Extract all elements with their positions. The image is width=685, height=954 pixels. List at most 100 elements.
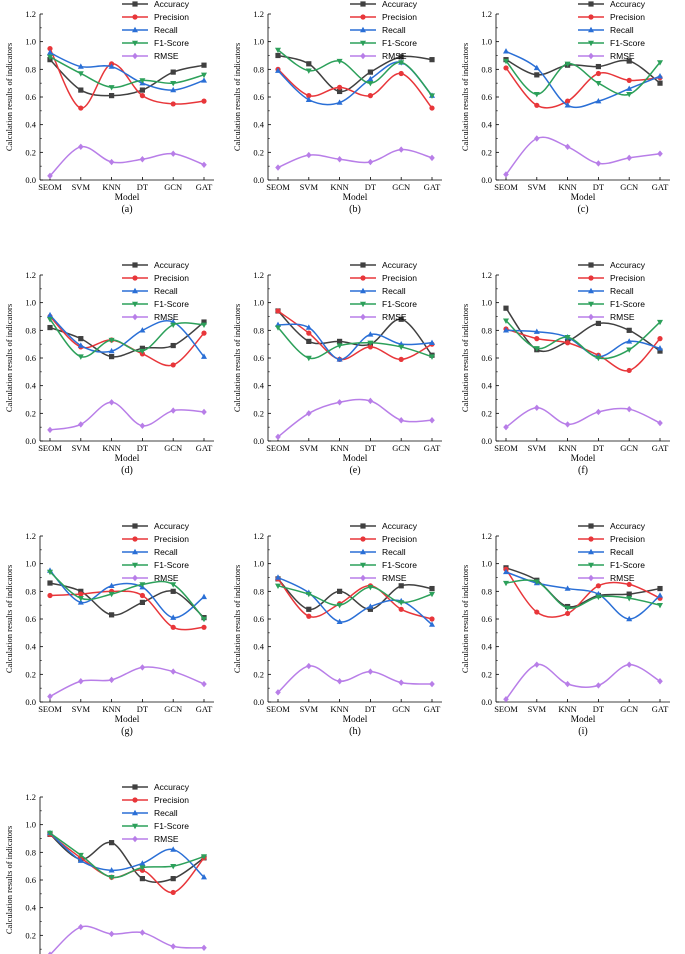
y-tick-label: 1.0	[481, 37, 492, 47]
legend-marker-precision	[588, 14, 594, 20]
data-point-recall	[367, 331, 374, 337]
data-point-f1-score	[77, 852, 84, 859]
data-point-precision	[398, 356, 404, 362]
data-point-precision	[139, 93, 145, 99]
series-line-recall	[49, 832, 205, 878]
legend-label-rmse: RMSE	[382, 312, 407, 322]
data-point-recall	[170, 846, 177, 852]
legend-marker-f1-score	[588, 301, 594, 308]
data-point-recall	[657, 592, 663, 598]
data-point-accuracy	[78, 87, 84, 93]
series-line-accuracy	[277, 578, 433, 611]
data-point-recall	[657, 345, 663, 351]
data-point-accuracy	[595, 63, 601, 70]
data-point-f1-score	[657, 602, 663, 609]
x-tick-label: GAT	[196, 443, 213, 453]
data-point-f1-score	[595, 594, 602, 601]
series-line-recall	[277, 61, 433, 106]
data-point-recall	[170, 86, 177, 93]
data-point-recall	[533, 64, 540, 71]
y-tick-label: 0.6	[481, 353, 492, 363]
legend-label-accuracy: Accuracy	[382, 260, 418, 270]
y-tick-label: 0.2	[481, 669, 492, 679]
data-point-recall	[533, 328, 540, 334]
legend-marker-f1-score	[360, 40, 366, 47]
data-point-recall	[139, 860, 146, 866]
y-tick-label: 0.4	[25, 381, 36, 391]
data-point-accuracy	[201, 319, 207, 325]
legend-label-f1-score: F1-Score	[610, 560, 645, 570]
y-tick-label: 0.2	[25, 669, 36, 679]
x-tick-label: SVM	[300, 443, 319, 453]
x-tick-label: SVM	[528, 704, 547, 714]
x-tick-label: SEOM	[38, 704, 62, 714]
data-point-rmse	[398, 146, 404, 153]
legend-marker-rmse	[360, 574, 366, 582]
legend-marker-accuracy	[360, 523, 366, 529]
legend-marker-precision	[132, 275, 138, 281]
data-point-accuracy	[306, 338, 312, 344]
data-point-accuracy	[337, 88, 343, 95]
y-tick-label: 0.0	[253, 436, 264, 446]
y-tick-label: 1.0	[481, 559, 492, 569]
data-point-accuracy	[275, 52, 281, 59]
legend-label-recall: Recall	[154, 808, 178, 818]
chart-panel-h: 0.0 0.2 0.4 0.6 0.8 1.0 1.2 SEOM SVM KNN DT GCN GAT M…	[232, 521, 442, 737]
data-point-rmse	[657, 150, 663, 157]
data-point-accuracy	[367, 69, 373, 75]
legend-marker-f1-score	[360, 301, 366, 308]
x-tick-label: GCN	[392, 182, 410, 192]
series-line-rmse	[49, 925, 205, 954]
x-axis-title: Model	[571, 454, 596, 464]
data-point-f1-score	[139, 78, 146, 84]
data-point-f1-score	[595, 355, 602, 362]
x-tick-label: GCN	[392, 704, 410, 714]
data-point-rmse	[429, 417, 435, 424]
y-tick-label: 0.2	[25, 147, 36, 157]
chart-panel-j: 0.00.20.40.60.81.01.2SEOMSVMKNNDTGCNGATM…	[4, 782, 207, 954]
legend-marker-recall	[132, 548, 138, 555]
x-tick-label: DT	[137, 443, 149, 453]
data-point-recall	[108, 867, 115, 873]
legend-marker-accuracy	[360, 1, 366, 7]
legend-label-precision: Precision	[610, 12, 645, 22]
legend-label-recall: Recall	[610, 286, 634, 296]
data-point-f1-score	[429, 93, 435, 99]
legend-label-f1-score: F1-Score	[154, 299, 189, 309]
data-point-accuracy	[139, 345, 145, 351]
x-axis-title: Model	[343, 454, 368, 464]
x-tick-label: GCN	[620, 704, 638, 714]
data-point-rmse	[170, 150, 176, 157]
data-point-precision	[78, 105, 84, 111]
data-point-accuracy	[503, 305, 509, 311]
data-point-precision	[201, 330, 207, 336]
legend-label-precision: Precision	[154, 795, 189, 805]
data-point-f1-score	[533, 92, 540, 98]
x-tick-label: GAT	[196, 704, 213, 714]
legend-marker-precision	[588, 275, 594, 281]
panel-caption: (f)	[578, 465, 588, 476]
data-point-rmse	[626, 154, 632, 162]
y-tick-label: 0.0	[25, 436, 36, 446]
data-point-recall	[336, 99, 343, 105]
legend-label-precision: Precision	[610, 534, 645, 544]
x-axis-title: Model	[571, 715, 596, 725]
data-point-f1-score	[108, 337, 115, 344]
y-axis-title: Calculation results of indicators	[460, 43, 470, 151]
data-point-f1-score	[47, 317, 53, 323]
series-line-accuracy	[49, 59, 205, 97]
x-tick-label: DT	[365, 704, 377, 714]
data-point-rmse	[398, 679, 404, 686]
data-point-precision	[565, 610, 571, 617]
y-tick-label: 0.6	[481, 614, 492, 624]
legend-label-recall: Recall	[610, 547, 634, 557]
panel-caption: (i)	[578, 726, 587, 737]
y-tick-label: 1.2	[253, 9, 264, 19]
data-point-recall	[170, 614, 177, 620]
x-tick-label: GCN	[620, 182, 638, 192]
y-tick-label: 0.4	[481, 120, 492, 130]
series-line-f1-score	[505, 60, 661, 96]
data-point-f1-score	[564, 335, 571, 341]
data-point-f1-score	[305, 591, 312, 598]
